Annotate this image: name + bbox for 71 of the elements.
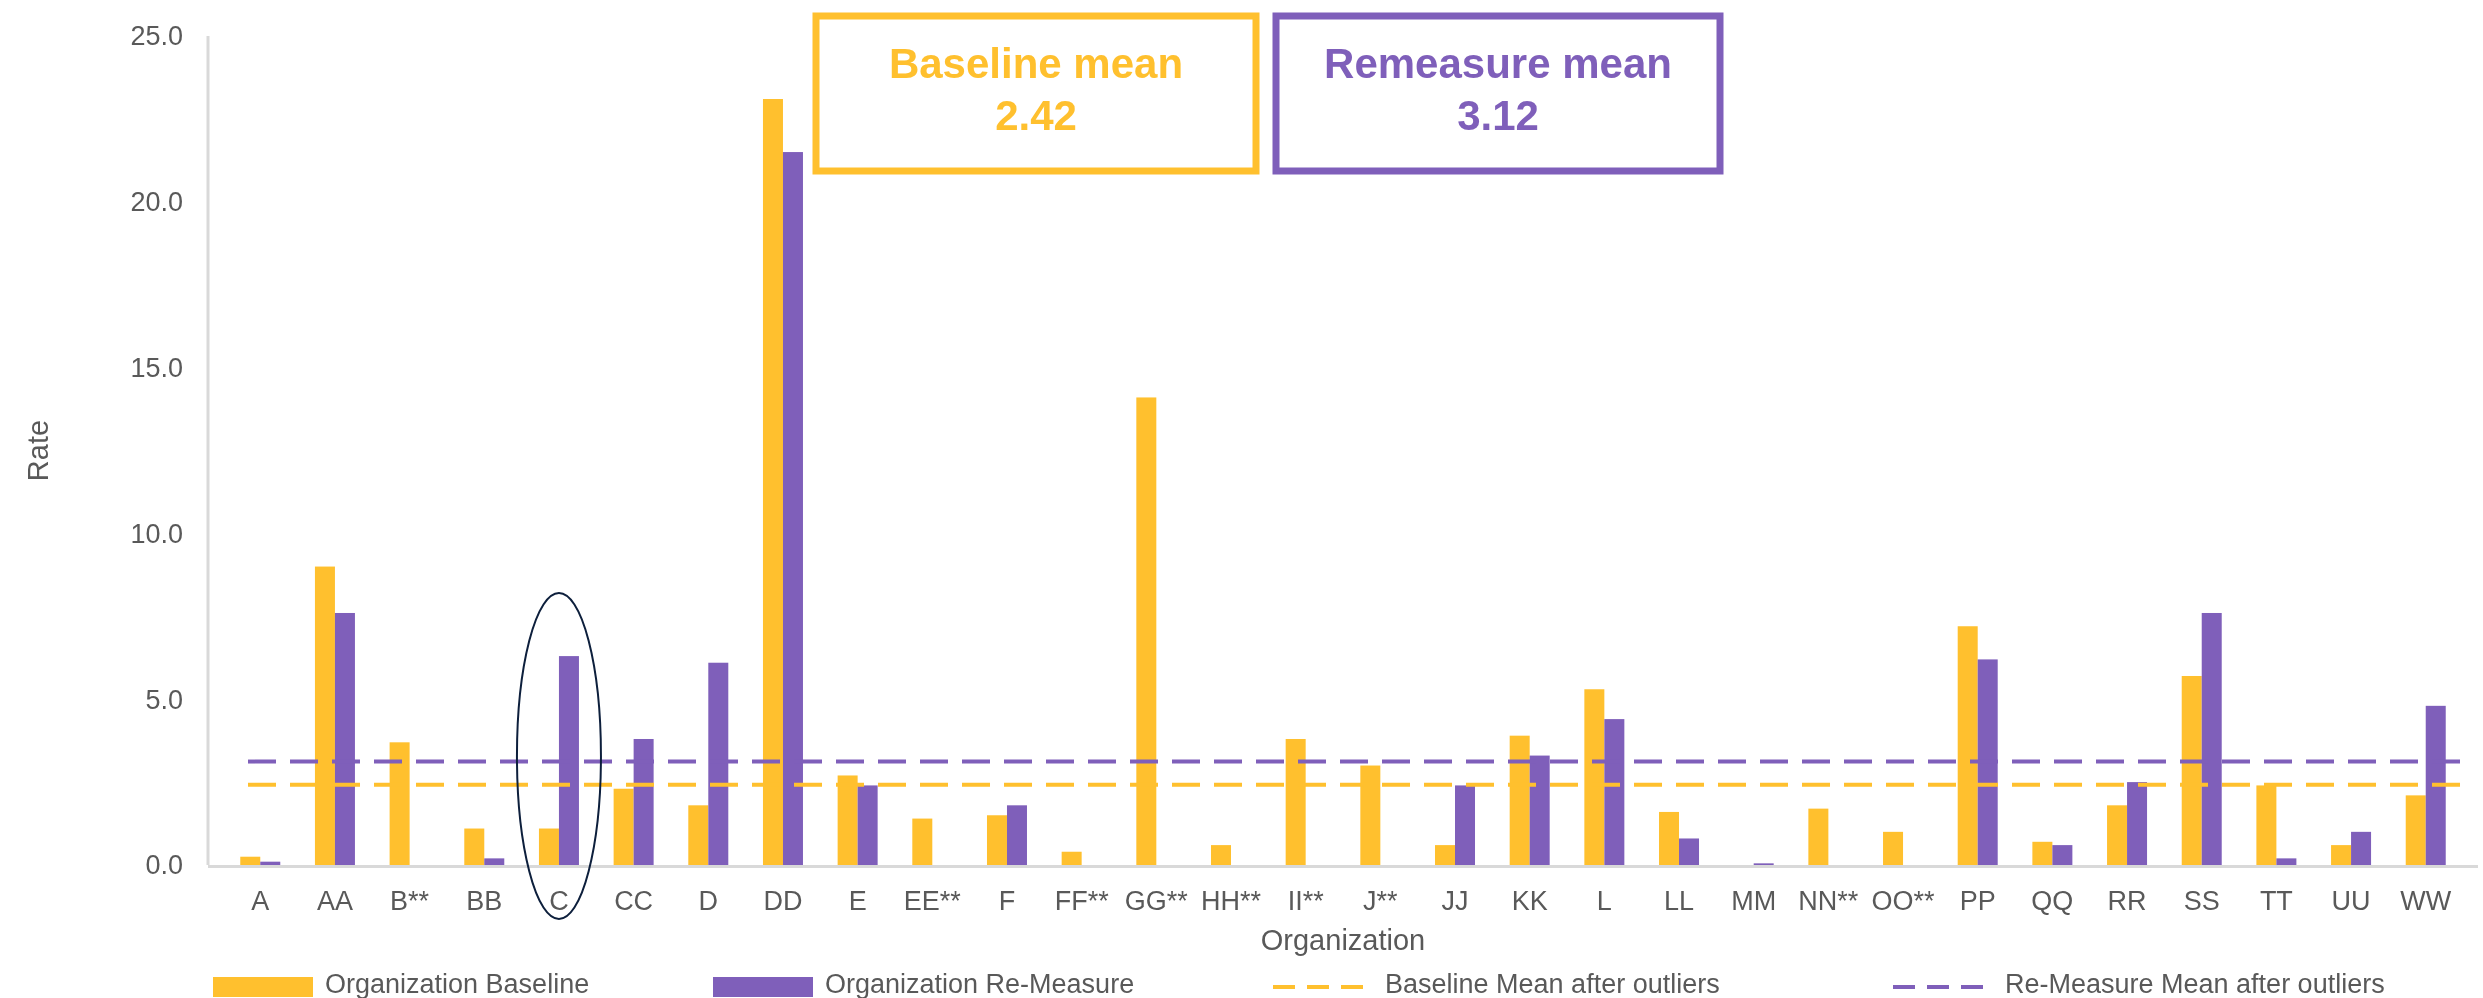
bar xyxy=(1883,831,1904,865)
x-tick-label: SS xyxy=(2183,886,2220,916)
legend-label: Organization Re-Measure xyxy=(825,969,1135,998)
y-tick-label: 10.0 xyxy=(130,518,183,549)
x-tick-label: AA xyxy=(316,886,353,916)
y-axis-title: Rate xyxy=(22,419,54,482)
x-tick-label: TT xyxy=(2259,886,2293,916)
bar xyxy=(240,856,261,865)
bar xyxy=(538,828,559,865)
x-tick-label: HH** xyxy=(1200,886,1262,916)
x-tick-label: EE** xyxy=(903,886,962,916)
bar xyxy=(2331,845,2352,865)
x-tick-label: JJ xyxy=(1441,886,1469,916)
bar xyxy=(1435,845,1456,865)
bar xyxy=(1061,851,1082,865)
x-tick-label: L xyxy=(1596,886,1612,916)
x-tick-label: J** xyxy=(1363,886,1399,916)
bar xyxy=(2052,845,2073,865)
y-tick-label: 0.0 xyxy=(145,850,183,881)
x-tick-label: E xyxy=(848,886,867,916)
bar xyxy=(613,788,634,865)
x-tick-label: C xyxy=(549,886,569,916)
x-tick-label: CC xyxy=(614,886,654,916)
x-tick-label: II** xyxy=(1287,886,1325,916)
annotation: Remeasure mean 3.12 xyxy=(1324,40,1672,139)
x-tick-label: KK xyxy=(1511,886,1548,916)
x-tick-label: BB xyxy=(466,886,503,916)
bar xyxy=(2405,795,2426,865)
annotation: Baseline mean 2.42 xyxy=(888,40,1184,139)
bar xyxy=(2032,841,2053,865)
y-tick-label: 25.0 xyxy=(130,21,183,52)
bar xyxy=(1679,838,1700,865)
y-tick-label: 20.0 xyxy=(130,187,183,218)
bar xyxy=(1006,805,1027,865)
bar xyxy=(1659,811,1680,865)
bar xyxy=(912,818,933,865)
bar xyxy=(2107,805,2128,865)
bar xyxy=(857,785,878,865)
bar xyxy=(1808,808,1829,865)
bar xyxy=(2351,831,2372,865)
bar xyxy=(2127,782,2148,865)
x-tick-label: A xyxy=(251,886,270,916)
bar xyxy=(986,815,1007,865)
x-tick-label: F xyxy=(998,886,1016,916)
bar xyxy=(260,861,281,865)
y-tick-label: 15.0 xyxy=(130,353,183,384)
x-tick-label: NN** xyxy=(1798,886,1859,916)
x-tick-label: RR xyxy=(2107,886,2147,916)
x-tick-label: OO** xyxy=(1871,886,1936,916)
x-tick-label: QQ xyxy=(2031,886,2074,916)
x-tick-label: B** xyxy=(390,886,430,916)
x-tick-label: MM xyxy=(1731,886,1777,916)
x-tick-label: LL xyxy=(1664,886,1695,916)
x-tick-label: FF** xyxy=(1054,886,1110,916)
legend-label: Organization Baseline xyxy=(325,969,590,998)
legend-label: Re-Measure Mean after outliers xyxy=(2005,969,2385,998)
bar xyxy=(484,858,505,865)
bar xyxy=(464,828,485,865)
x-tick-label: PP xyxy=(1959,886,1996,916)
x-tick-label: D xyxy=(698,886,719,916)
bar xyxy=(688,805,709,865)
x-tick-label: UU xyxy=(2331,886,2371,916)
legend-label: Baseline Mean after outliers xyxy=(1385,969,1720,998)
bar xyxy=(1210,845,1231,865)
y-tick-label: 5.0 xyxy=(145,684,183,715)
x-axis-title: Organization xyxy=(1260,924,1426,956)
x-tick-label: WW xyxy=(2400,886,2452,916)
bar xyxy=(1455,785,1476,865)
x-tick-label: GG** xyxy=(1124,886,1189,916)
bar xyxy=(2276,858,2297,865)
x-tick-label: DD xyxy=(763,886,803,916)
